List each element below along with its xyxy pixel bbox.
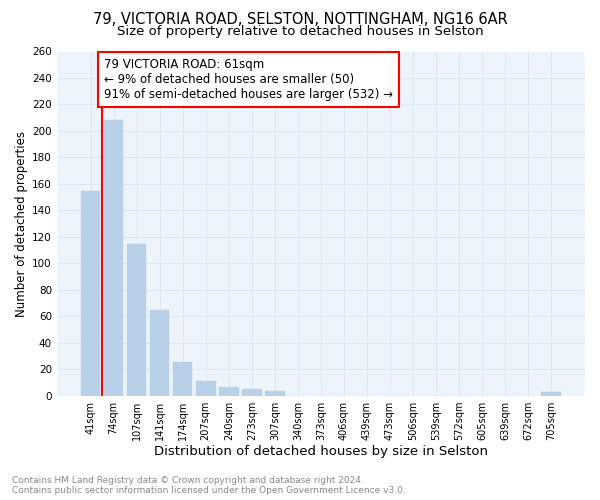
Bar	[242, 390, 262, 396]
Text: Contains public sector information licensed under the Open Government Licence v3: Contains public sector information licen…	[12, 486, 406, 495]
Bar	[541, 392, 561, 396]
Text: 79, VICTORIA ROAD, SELSTON, NOTTINGHAM, NG16 6AR: 79, VICTORIA ROAD, SELSTON, NOTTINGHAM, …	[92, 12, 508, 28]
Bar	[127, 244, 146, 396]
Text: 79 VICTORIA ROAD: 61sqm
← 9% of detached houses are smaller (50)
91% of semi-det: 79 VICTORIA ROAD: 61sqm ← 9% of detached…	[104, 58, 393, 101]
Bar	[173, 362, 193, 396]
Bar	[265, 390, 284, 396]
Bar	[219, 386, 239, 396]
Bar	[150, 310, 169, 396]
X-axis label: Distribution of detached houses by size in Selston: Distribution of detached houses by size …	[154, 444, 488, 458]
Y-axis label: Number of detached properties: Number of detached properties	[15, 130, 28, 316]
Text: Contains HM Land Registry data © Crown copyright and database right 2024.: Contains HM Land Registry data © Crown c…	[12, 476, 364, 485]
Bar	[104, 120, 124, 396]
Bar	[196, 382, 215, 396]
Text: Size of property relative to detached houses in Selston: Size of property relative to detached ho…	[116, 25, 484, 38]
Bar	[81, 190, 100, 396]
